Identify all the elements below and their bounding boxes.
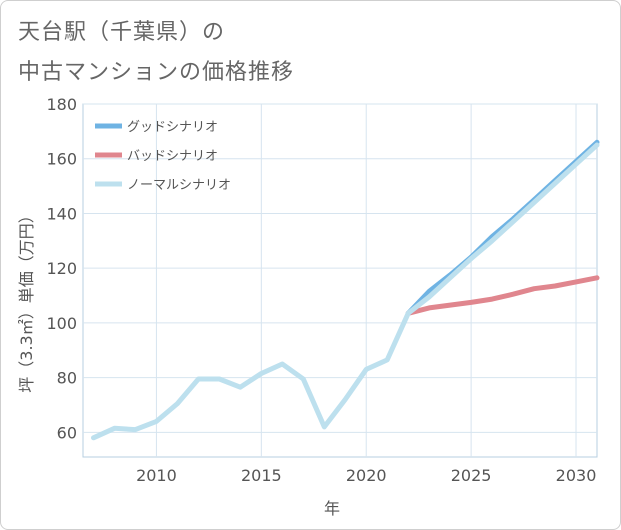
plot-area (82, 103, 598, 458)
y-tick-label: 180 (46, 95, 77, 114)
x-tick-label: 2015 (241, 466, 282, 485)
legend-label-2: ノーマルシナリオ (127, 178, 231, 193)
series-line-2 (91, 142, 600, 441)
x-tick-label: 2025 (451, 466, 492, 485)
y-axis-title: 坪（3.3㎡）単価（万円） (17, 207, 36, 392)
grid (83, 103, 597, 457)
chart-title-line1: 天台駅（千葉県）の (18, 20, 226, 45)
chart-title-line2: 中古マンションの価格推移 (18, 60, 295, 85)
x-tick-label: 2020 (346, 466, 387, 485)
x-tick-label: 2010 (136, 466, 177, 485)
x-axis-title: 年 (324, 499, 340, 518)
y-tick-label: 60 (57, 423, 77, 442)
legend-label-1: バッドシナリオ (127, 149, 218, 164)
y-tick-label: 100 (46, 314, 77, 333)
y-tick-label: 120 (46, 259, 77, 278)
x-tick-label: 2030 (556, 466, 597, 485)
axis-ticks: 2010 2015 2020 2025 2030 60 80 100 120 140 160 180 (46, 95, 596, 485)
series-line-1 (405, 275, 600, 316)
legend-label-0: グッドシナリオ (127, 120, 218, 135)
y-tick-label: 160 (46, 150, 77, 169)
series-lines (91, 139, 600, 441)
y-tick-label: 140 (46, 204, 77, 223)
y-tick-label: 80 (57, 369, 77, 388)
